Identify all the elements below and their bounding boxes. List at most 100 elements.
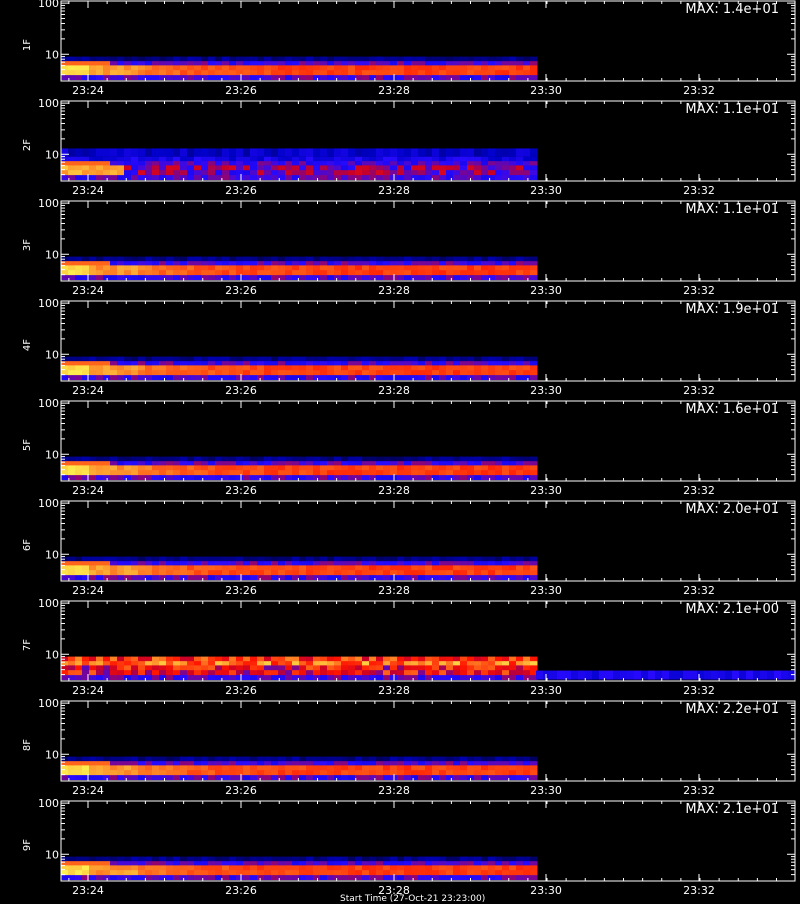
spectrogram-cell bbox=[264, 369, 272, 376]
spectrogram-cell bbox=[453, 56, 461, 62]
spectrogram-cell bbox=[138, 56, 146, 62]
spectrogram-cell bbox=[110, 360, 118, 366]
spectrogram-cell bbox=[229, 756, 237, 762]
spectrogram-cell bbox=[187, 274, 195, 281]
spectrogram-cell bbox=[278, 256, 286, 262]
spectrogram-cell bbox=[369, 664, 377, 671]
spectrogram-cell bbox=[341, 860, 349, 866]
spectrogram-cell bbox=[446, 560, 454, 566]
spectrogram-cell bbox=[201, 56, 209, 62]
spectrogram-cell bbox=[208, 69, 216, 76]
spectrogram-cell bbox=[82, 574, 90, 581]
spectrogram-cell bbox=[516, 860, 524, 866]
spectrogram-cell bbox=[124, 560, 132, 566]
spectrogram-cell bbox=[250, 664, 258, 671]
spectrogram-cell bbox=[313, 856, 321, 862]
spectrogram-cell bbox=[509, 369, 517, 376]
spectrogram-cell bbox=[334, 560, 342, 566]
spectrogram-cell bbox=[390, 460, 398, 466]
panel-ylabel: 3F bbox=[22, 239, 33, 251]
spectrogram-cell bbox=[523, 560, 531, 566]
spectrogram-cell bbox=[159, 456, 167, 462]
spectrogram-cell bbox=[61, 169, 69, 176]
spectrogram-cell bbox=[131, 756, 139, 762]
spectrogram-cell bbox=[299, 360, 307, 366]
spectrogram-cell bbox=[89, 274, 97, 281]
spectrogram-cell bbox=[257, 264, 265, 271]
spectrogram-cell bbox=[271, 564, 279, 571]
spectrogram-cell bbox=[404, 869, 412, 876]
spectrogram-cell bbox=[159, 69, 167, 76]
spectrogram-cell bbox=[516, 569, 524, 576]
spectrogram-cell bbox=[187, 169, 195, 176]
x-tick-label: 23:26 bbox=[225, 884, 257, 897]
spectrogram-cell bbox=[530, 564, 538, 571]
spectrogram-cell bbox=[292, 474, 300, 481]
spectrogram-cell bbox=[173, 374, 181, 381]
spectrogram-cell bbox=[236, 769, 244, 776]
spectrogram-cell bbox=[334, 869, 342, 876]
spectrogram-cell bbox=[446, 369, 454, 376]
spectrogram-cell bbox=[425, 174, 433, 181]
spectrogram-cell bbox=[376, 164, 384, 171]
spectrogram-cell bbox=[117, 160, 125, 166]
spectrogram-cell bbox=[557, 670, 565, 680]
spectrogram-cell bbox=[110, 569, 118, 576]
spectrogram-cell bbox=[243, 148, 251, 157]
spectrogram-cell bbox=[446, 56, 454, 62]
spectrogram-cell bbox=[110, 364, 118, 371]
spectrogram-cell bbox=[110, 160, 118, 166]
spectrogram-cell bbox=[89, 456, 97, 462]
spectrogram-cell bbox=[460, 269, 468, 276]
spectrogram-cell bbox=[243, 60, 251, 66]
spectrogram-cell bbox=[292, 874, 300, 881]
spectrogram-cell bbox=[411, 474, 419, 481]
spectrogram-cell bbox=[236, 56, 244, 62]
spectrogram-cell bbox=[292, 574, 300, 581]
spectrogram-cell bbox=[264, 764, 272, 771]
spectrogram-cell bbox=[362, 674, 370, 681]
spectrogram-cell bbox=[369, 864, 377, 871]
spectrogram-cell bbox=[110, 64, 118, 71]
spectrogram-cell bbox=[516, 56, 524, 62]
spectrogram-cell bbox=[516, 360, 524, 366]
spectrogram-cell bbox=[236, 574, 244, 581]
spectrogram-cell bbox=[781, 670, 789, 680]
spectrogram-cell bbox=[201, 856, 209, 862]
spectrogram-cell bbox=[718, 670, 726, 680]
spectrogram-cell bbox=[306, 460, 314, 466]
spectrogram-cell bbox=[495, 569, 503, 576]
spectrogram-cell bbox=[411, 574, 419, 581]
spectrogram-cell bbox=[509, 656, 517, 662]
spectrogram-cell bbox=[425, 164, 433, 171]
spectrogram-cell bbox=[166, 169, 174, 176]
spectrogram-cell bbox=[89, 156, 97, 162]
spectrogram-cell bbox=[474, 774, 482, 781]
spectrogram-cell bbox=[173, 260, 181, 266]
spectrogram-cell bbox=[460, 769, 468, 776]
spectrogram-cell bbox=[355, 274, 363, 281]
spectrogram-cell bbox=[474, 260, 482, 266]
spectrogram-cell bbox=[215, 569, 223, 576]
spectrogram-cell bbox=[264, 256, 272, 262]
spectrogram-cell bbox=[159, 660, 167, 666]
spectrogram-cell bbox=[208, 460, 216, 466]
spectrogram-cell bbox=[481, 556, 489, 562]
x-tick-label: 23:32 bbox=[683, 584, 715, 597]
spectrogram-cell bbox=[432, 64, 440, 71]
spectrogram-cell bbox=[516, 160, 524, 166]
spectrogram-cell bbox=[187, 774, 195, 781]
spectrogram-cell bbox=[68, 148, 76, 157]
spectrogram-cell bbox=[299, 764, 307, 771]
spectrogram-cell bbox=[68, 769, 76, 776]
spectrogram-cell bbox=[425, 474, 433, 481]
spectrogram-cell bbox=[481, 864, 489, 871]
spectrogram-cell bbox=[446, 764, 454, 771]
spectrogram-cell bbox=[61, 564, 69, 571]
spectrogram-cell bbox=[425, 464, 433, 471]
spectrogram-cell bbox=[68, 160, 76, 166]
spectrogram-cell bbox=[418, 674, 426, 681]
spectrogram-cell bbox=[159, 460, 167, 466]
spectrogram-cell bbox=[271, 560, 279, 566]
spectrogram-cell bbox=[306, 764, 314, 771]
